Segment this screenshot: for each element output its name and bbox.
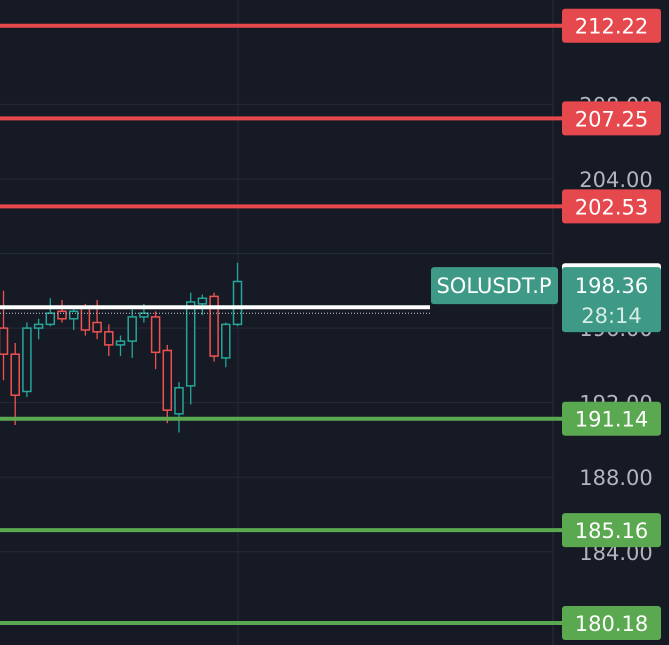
candle[interactable] <box>68 305 79 330</box>
level-badge-background <box>562 513 661 548</box>
candlestick-series[interactable] <box>0 262 243 433</box>
candle-body <box>209 295 219 357</box>
current-price-badge-background <box>562 267 661 333</box>
level-badge-label: 202.53 <box>575 195 648 219</box>
candle-body <box>22 327 32 393</box>
candle[interactable] <box>45 298 56 327</box>
level-badge-label: 191.14 <box>575 408 648 432</box>
candle-body <box>174 386 184 415</box>
candle[interactable] <box>150 311 161 370</box>
candle-body <box>80 306 91 331</box>
candle-body <box>197 297 208 305</box>
level-badge-label: 207.25 <box>575 107 648 131</box>
candle-body <box>92 321 102 333</box>
candle-body <box>221 323 231 359</box>
level-badge-resistance: 212.22 <box>562 8 661 43</box>
candle-body <box>162 349 173 411</box>
symbol-badge: SOLUSDT.P <box>431 267 558 305</box>
level-badge-support: 185.16 <box>562 513 661 548</box>
price-scale-tick-label: 204.00 <box>579 168 652 192</box>
level-badge-resistance: 207.25 <box>562 101 661 136</box>
candle-body <box>104 331 114 346</box>
grid-lines <box>0 0 554 645</box>
symbol-badge-label: SOLUSDT.P <box>436 274 551 298</box>
horizontal-levels[interactable] <box>0 23 562 626</box>
bar-countdown-label: 28:14 <box>581 304 642 328</box>
candle[interactable] <box>197 294 208 316</box>
candle[interactable] <box>174 382 184 433</box>
candle-body <box>33 323 44 329</box>
last-price-line <box>0 305 430 314</box>
candle-body <box>68 310 79 320</box>
candle-body <box>57 310 67 320</box>
candle-body <box>139 312 149 318</box>
candle-body <box>0 327 9 355</box>
level-badge-label: 180.18 <box>575 612 648 636</box>
candle-body <box>185 301 196 387</box>
level-badge-background <box>562 189 661 224</box>
candle[interactable] <box>162 344 173 424</box>
candle-body <box>45 312 56 326</box>
level-badge-background <box>562 8 661 43</box>
candle-body <box>232 280 243 326</box>
level-badge-background <box>562 606 661 641</box>
candle[interactable] <box>104 324 114 357</box>
price-scale-tick-label: 188.00 <box>579 466 652 490</box>
candle[interactable] <box>33 318 44 340</box>
price-scale-badges: 212.22 207.25 202.53 191.14 185.16 180.18 198.… <box>431 8 661 641</box>
candle[interactable] <box>221 322 231 368</box>
level-badge-label: 212.22 <box>575 15 648 39</box>
level-badge-background <box>562 101 661 136</box>
level-badge-label: 185.16 <box>575 519 648 543</box>
current-price-label: 198.36 <box>575 274 648 298</box>
candle[interactable] <box>115 335 126 357</box>
candle[interactable] <box>209 292 219 362</box>
candle-body <box>10 353 20 396</box>
candle[interactable] <box>185 292 196 405</box>
level-badge-resistance: 202.53 <box>562 189 661 224</box>
candle-body <box>115 340 126 346</box>
candle[interactable] <box>22 322 32 398</box>
candle[interactable] <box>10 343 20 426</box>
candle[interactable] <box>127 309 137 358</box>
candle[interactable] <box>57 300 67 323</box>
level-badge-background <box>562 401 661 436</box>
current-price-badge: 198.36 28:14 <box>562 267 661 333</box>
candle-body <box>127 316 137 342</box>
candle-body <box>150 316 161 354</box>
candle[interactable] <box>232 262 243 327</box>
symbol-badge-background <box>431 267 558 305</box>
level-badge-support: 180.18 <box>562 606 661 641</box>
level-badge-support: 191.14 <box>562 401 661 436</box>
